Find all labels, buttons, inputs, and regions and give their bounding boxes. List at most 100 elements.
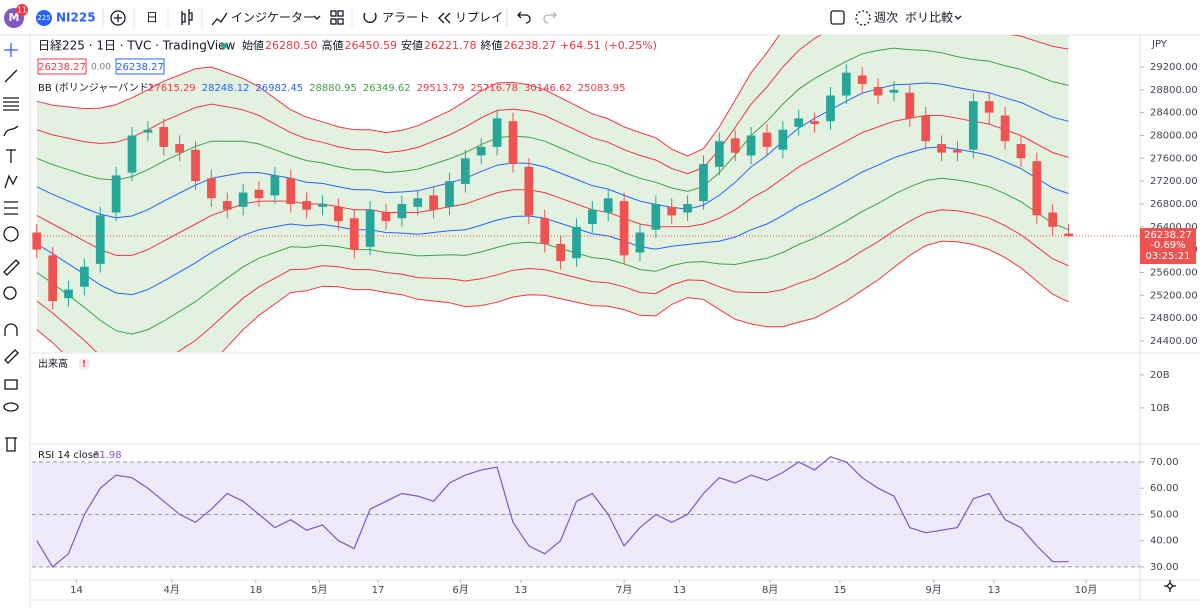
bb-band [36, 146, 1069, 296]
candle-body [1000, 115, 1010, 142]
candle-body [810, 121, 819, 125]
ruler[interactable] [3, 259, 20, 276]
last-change: -0.69% [1150, 240, 1185, 251]
candle-body [492, 118, 502, 147]
chart-legend-title: 日経225 · 1日 · TVC · TradingView [38, 39, 235, 53]
emoji[interactable] [3, 226, 19, 242]
indicators[interactable]: インジケーター [231, 11, 315, 25]
candle-body [651, 203, 661, 230]
candle-body [699, 164, 708, 202]
candle-body [270, 175, 280, 196]
x-tick-label: 10月 [1075, 584, 1098, 596]
forecast[interactable] [4, 201, 18, 215]
x-tick-label: 8月 [762, 584, 778, 596]
ohlc-label: 終値 [481, 39, 503, 52]
interval[interactable]: 日 [146, 11, 158, 25]
candle-body [334, 206, 343, 222]
weekly[interactable]: 週次 [874, 11, 898, 25]
fib[interactable] [3, 97, 19, 111]
buy-box[interactable] [115, 58, 165, 75]
last-price: 26238.27 [1144, 230, 1192, 241]
bb-label: BB (ボリンジャーバンド) [38, 82, 153, 94]
candle-body [984, 101, 994, 113]
replay[interactable]: リプレイ [455, 11, 503, 25]
bb-band [36, 177, 1069, 335]
candle-body [556, 243, 565, 262]
crosshair[interactable] [4, 43, 18, 57]
candle-body [857, 75, 867, 85]
pattern[interactable] [4, 174, 18, 189]
bb-band [36, 240, 1069, 352]
last-price-tag [1140, 228, 1196, 265]
ohlc-value: 26221.78 [424, 39, 477, 52]
volume-title: 出来高 [38, 357, 68, 370]
warning-icon[interactable] [78, 358, 90, 370]
eye[interactable] [3, 402, 19, 412]
candle-body [143, 129, 153, 133]
candle-body [794, 118, 804, 127]
market-status [221, 43, 227, 49]
candle-body [937, 144, 946, 153]
candle-body [714, 141, 724, 167]
rsi-value: 31.98 [93, 450, 122, 461]
buy-price: 26238.27 [116, 62, 164, 73]
left-toolbar [3, 43, 20, 452]
y-tick-label: 25200.00 [1150, 290, 1198, 301]
chart-type[interactable] [181, 9, 193, 25]
redo[interactable] [543, 11, 557, 24]
y-tick-label: 29200.00 [1150, 62, 1198, 73]
candle-body [95, 215, 105, 264]
layout-icon[interactable] [330, 10, 337, 17]
symbol[interactable]: NI225 [56, 11, 96, 25]
candle-body [207, 178, 216, 199]
candle-body [48, 255, 58, 302]
bb-legend-value: 28248.12 [202, 83, 250, 94]
bb-band [36, 35, 780, 157]
brush[interactable] [3, 125, 19, 137]
settings[interactable] [1164, 580, 1176, 592]
trendline[interactable] [4, 69, 18, 83]
bb-legend-value: 30146.62 [524, 83, 572, 94]
alert[interactable]: アラート [382, 11, 430, 25]
candle-body [1064, 233, 1073, 237]
badge-count: 11 [17, 6, 27, 15]
checkbox[interactable] [830, 10, 845, 25]
y-tick-label: 30.00 [1150, 562, 1179, 573]
candle-body [175, 144, 184, 153]
top-toolbar [0, 0, 1200, 35]
ohlc-value: 26238.27 [504, 39, 557, 52]
candle-body [603, 198, 613, 213]
x-tick-label: 18 [249, 585, 262, 596]
badge [16, 4, 28, 16]
spread: 0.00 [91, 63, 111, 73]
trash[interactable] [5, 437, 17, 452]
y-tick-label: 28800.00 [1150, 85, 1198, 96]
y-tick-label: 28400.00 [1150, 108, 1198, 119]
ohlc-label: 安値 [401, 39, 423, 52]
x-tick-label: 17 [372, 585, 385, 596]
candle-body [64, 289, 73, 299]
warning: ! [82, 360, 86, 370]
sell-box[interactable] [37, 58, 87, 75]
compare[interactable]: ボリ比較 [905, 11, 953, 25]
magnet[interactable] [4, 323, 18, 336]
candle-body [730, 138, 740, 153]
lock-draw[interactable] [4, 349, 19, 364]
alert-icon [363, 12, 377, 23]
symbol-icon-text: 225 [37, 14, 50, 22]
candle-body [572, 226, 581, 259]
lock[interactable] [4, 379, 18, 390]
candle-body [445, 181, 454, 207]
candle-body [1048, 212, 1058, 227]
candle-body [889, 89, 899, 93]
add-symbol[interactable] [110, 10, 126, 26]
text-tool[interactable] [6, 149, 16, 163]
bb-legend-value: 25716.78 [470, 83, 518, 94]
bb-legend-value: 29513.79 [417, 83, 465, 94]
y-tick-label: 24800.00 [1150, 313, 1198, 324]
bb-band [36, 47, 1069, 192]
undo[interactable] [517, 11, 531, 24]
candle-body [365, 209, 375, 247]
zoom[interactable] [3, 286, 17, 300]
